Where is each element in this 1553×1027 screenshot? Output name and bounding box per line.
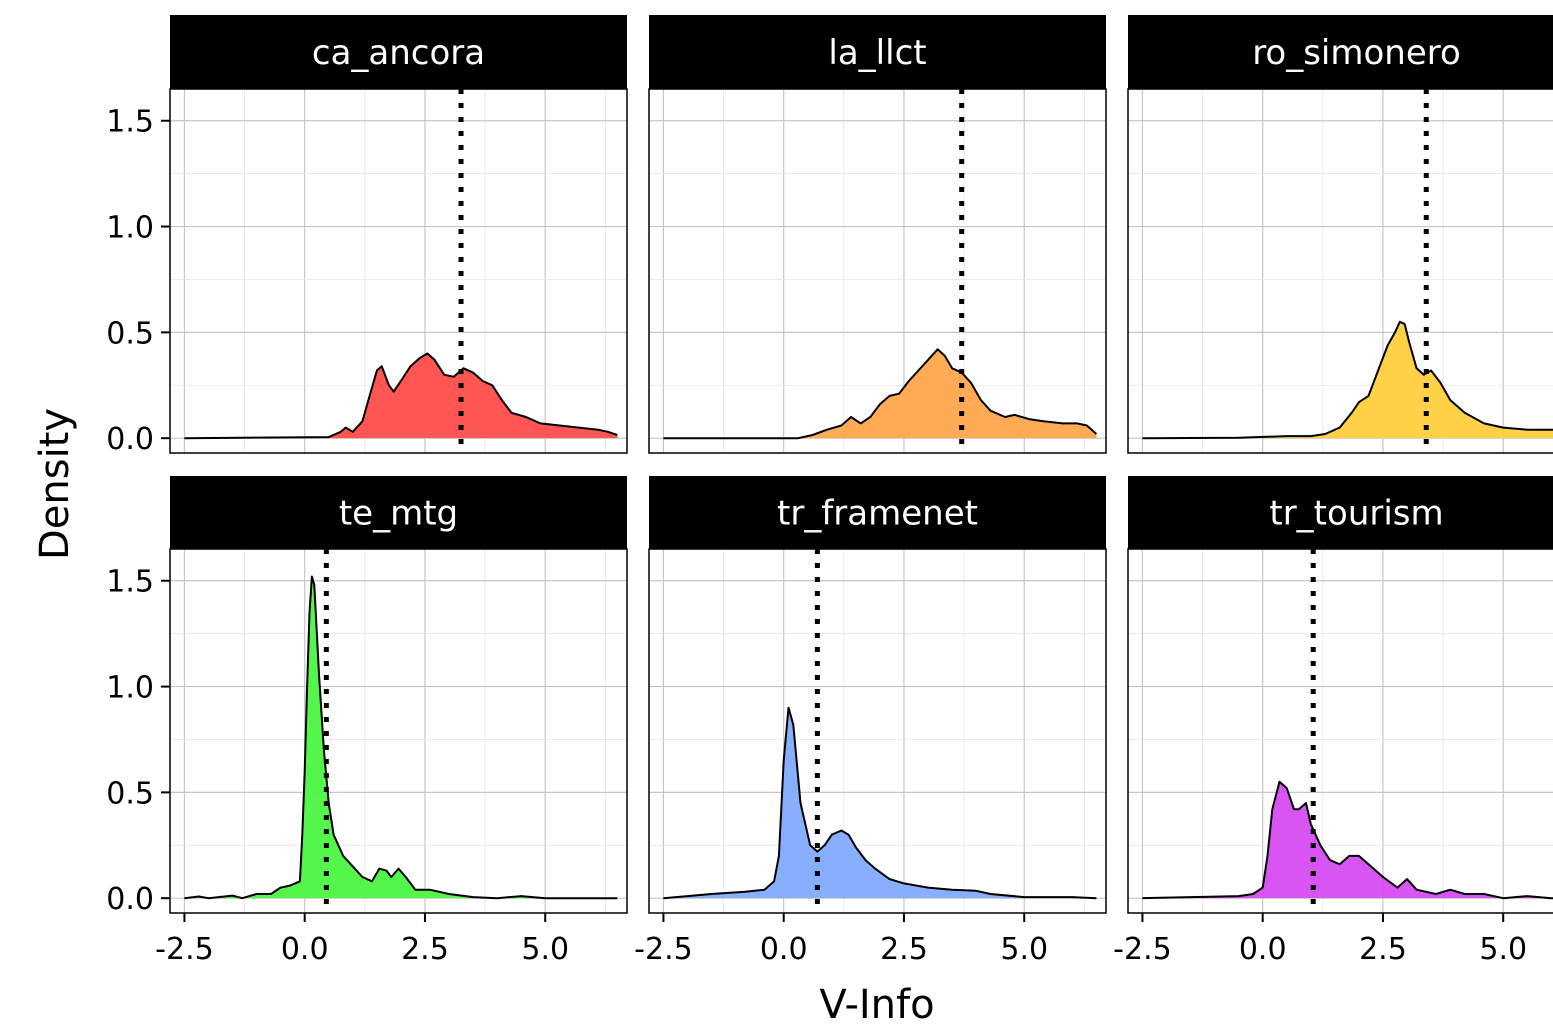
x-tick-label: 0.0: [760, 932, 808, 967]
facet-strip-label: la_llct: [828, 33, 926, 73]
facet-ca_ancora: ca_ancora 0.0 0.5 1.0 1.5: [106, 15, 628, 457]
density-line: [1142, 320, 1553, 440]
x-tick-label: -2.5: [155, 932, 214, 967]
panel-border: [1127, 548, 1553, 914]
x-tick-label: 5.0: [1479, 932, 1527, 967]
facet-tr_framenet: tr_framenet -2.5 0.0 2.5 5.0: [634, 476, 1107, 967]
panel-border: [648, 548, 1107, 914]
panel-background: [649, 89, 1106, 453]
x-tick-label: -2.5: [1113, 932, 1172, 967]
y-tick-label: 0.0: [106, 882, 154, 917]
density-area: [184, 353, 618, 439]
x-tick-label: 2.5: [880, 932, 928, 967]
facet-strip-label: ro_simonero: [1252, 33, 1461, 73]
facet-strip: [649, 476, 1106, 549]
facet-strip-label: ca_ancora: [312, 33, 485, 73]
panel-background: [649, 549, 1106, 913]
panel-background: [1128, 549, 1553, 913]
density-line: [663, 706, 1097, 900]
facet-strip: [170, 476, 627, 549]
facet-la_llct: la_llct: [648, 15, 1107, 454]
y-tick-label: 0.5: [106, 776, 154, 811]
facet-strip: [1128, 15, 1553, 89]
x-tick-label: 2.5: [1359, 932, 1407, 967]
y-tick-label: 1.0: [106, 671, 154, 706]
y-tick-label: 0.0: [106, 422, 154, 457]
density-line: [663, 348, 1098, 440]
facet-strip: [649, 15, 1106, 89]
x-tick-label: -2.5: [634, 932, 693, 967]
facet-strip-label: tr_tourism: [1269, 494, 1443, 534]
x-tick-label: 0.0: [281, 932, 329, 967]
facet-tr_tourism: tr_tourism -2.5 0.0 2.5 5.0: [1113, 476, 1553, 967]
density-area: [663, 349, 1097, 439]
panel-border: [648, 88, 1107, 454]
facet-strip: [1128, 476, 1553, 549]
panel-border: [169, 88, 628, 454]
density-area: [1142, 321, 1553, 439]
density-line: [184, 352, 618, 440]
y-axis-title: Density: [32, 408, 78, 560]
x-tick-label: 5.0: [521, 932, 569, 967]
facet-ro_simonero: ro_simonero: [1127, 15, 1553, 454]
x-tick-label: 5.0: [1000, 932, 1048, 967]
y-tick-label: 1.0: [106, 211, 154, 246]
x-tick-label: 0.0: [1239, 932, 1287, 967]
facet-strip-label: tr_framenet: [777, 494, 978, 534]
panel-background: [170, 549, 627, 913]
y-tick-label: 1.5: [106, 565, 154, 600]
panel-border: [1127, 88, 1553, 454]
y-tick-label: 0.5: [106, 316, 154, 351]
panel-border: [169, 548, 628, 914]
y-tick-label: 1.5: [106, 105, 154, 140]
density-line: [1142, 780, 1553, 900]
facet-strip-label: te_mtg: [339, 494, 458, 534]
panel-background: [1128, 89, 1553, 453]
density-area: [1142, 781, 1553, 899]
x-axis-title: V-Info: [819, 982, 934, 1027]
x-tick-label: 2.5: [401, 932, 449, 967]
facet-strip: [170, 15, 627, 89]
